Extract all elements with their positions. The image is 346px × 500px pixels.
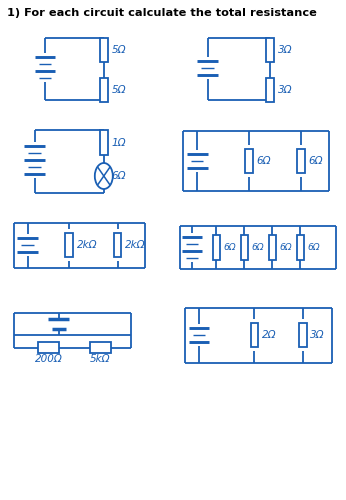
Text: 3Ω: 3Ω — [277, 45, 292, 55]
Text: 6Ω: 6Ω — [223, 243, 236, 252]
Bar — [299, 323, 307, 347]
Bar — [245, 149, 253, 173]
Bar — [297, 149, 305, 173]
Text: 2kΩ: 2kΩ — [125, 240, 146, 250]
Bar — [269, 235, 276, 260]
Text: 3Ω: 3Ω — [277, 85, 292, 95]
Bar — [100, 130, 108, 154]
Bar — [100, 38, 108, 62]
Text: 6Ω: 6Ω — [257, 156, 271, 166]
Text: 6Ω: 6Ω — [251, 243, 264, 252]
Text: 6Ω: 6Ω — [307, 243, 320, 252]
Bar — [38, 342, 59, 353]
Text: 5kΩ: 5kΩ — [90, 354, 111, 364]
Text: 2kΩ: 2kΩ — [77, 240, 97, 250]
Text: 6Ω: 6Ω — [309, 156, 323, 166]
Text: 6Ω: 6Ω — [279, 243, 292, 252]
Text: 200Ω: 200Ω — [35, 354, 62, 364]
Bar — [241, 235, 248, 260]
Bar — [251, 323, 258, 347]
Circle shape — [95, 163, 113, 189]
Text: 1Ω: 1Ω — [111, 138, 126, 147]
Bar — [100, 78, 108, 102]
Bar — [213, 235, 220, 260]
Bar — [266, 78, 274, 102]
Bar — [114, 233, 121, 257]
Text: 2Ω: 2Ω — [262, 330, 276, 340]
Text: 5Ω: 5Ω — [111, 45, 126, 55]
Text: 1) For each circuit calculate the total resistance: 1) For each circuit calculate the total … — [7, 8, 317, 18]
Text: 5Ω: 5Ω — [111, 85, 126, 95]
Bar — [266, 38, 274, 62]
Text: 6Ω: 6Ω — [111, 171, 126, 181]
Text: 3Ω: 3Ω — [310, 330, 325, 340]
Bar — [65, 233, 73, 257]
Bar — [90, 342, 111, 353]
Bar — [297, 235, 304, 260]
